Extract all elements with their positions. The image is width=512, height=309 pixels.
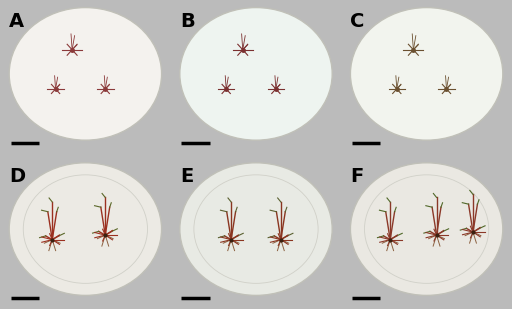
Ellipse shape	[350, 163, 503, 295]
Text: C: C	[350, 12, 365, 31]
Text: E: E	[180, 167, 193, 186]
Ellipse shape	[350, 8, 503, 140]
Text: D: D	[9, 167, 25, 186]
Ellipse shape	[9, 8, 162, 140]
Text: B: B	[180, 12, 195, 31]
Ellipse shape	[180, 163, 332, 295]
Ellipse shape	[180, 8, 332, 140]
Text: A: A	[9, 12, 24, 31]
Ellipse shape	[9, 163, 162, 295]
Text: F: F	[350, 167, 364, 186]
